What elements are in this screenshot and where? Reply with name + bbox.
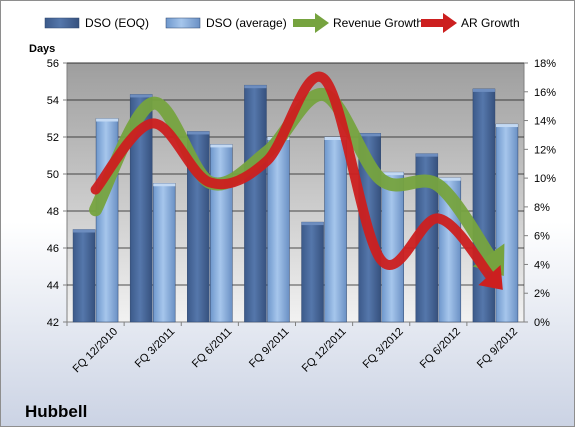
left-tick-label: 54: [47, 95, 59, 107]
bar-dso-eoq: [244, 84, 267, 323]
left-tick-label: 44: [47, 280, 59, 292]
legend: DSO (EOQ) DSO (average) Revenue Growth AR G…: [44, 13, 520, 33]
bar-top: [472, 88, 495, 92]
right-axis-ticks: 0% 2% 4% 6% 8% 10% 12% 14% 16% 18%: [524, 58, 556, 329]
right-tick-label: 8%: [534, 202, 550, 214]
bar-top: [324, 137, 347, 140]
right-tick-label: 12%: [534, 144, 556, 156]
x-tick-label: FQ 12/2011: [300, 326, 349, 375]
right-tick-label: 10%: [534, 173, 556, 185]
right-tick-label: 4%: [534, 259, 550, 271]
bar-top: [358, 133, 381, 137]
bar-dso-eoq: [72, 229, 96, 323]
bar-top: [96, 118, 119, 122]
left-tick-label: 46: [47, 243, 59, 255]
bar-top: [130, 94, 153, 98]
chart-title: Hubbell: [25, 402, 87, 421]
bar-dso-eoq: [301, 221, 324, 323]
bar-top: [415, 153, 438, 157]
bar-dso-average: [152, 183, 176, 323]
bar-top: [381, 172, 404, 176]
left-tick-label: 56: [47, 58, 59, 70]
x-tick-label: FQ 3/2012: [361, 326, 406, 371]
bar-top: [301, 222, 324, 226]
right-tick-label: 0%: [534, 317, 550, 329]
legend-swatch-dso-eoq-: [44, 17, 80, 29]
legend-label-revenue-growth: Revenue Growth: [333, 16, 423, 30]
legend-swatch-dso-average-: [165, 17, 201, 29]
left-axis-ticks: 42 44 46 48 50 52 54 56: [47, 58, 67, 329]
left-tick-label: 48: [47, 206, 59, 218]
right-tick-label: 6%: [534, 231, 550, 243]
bar-top: [438, 177, 461, 181]
x-tick-label: FQ 9/2011: [247, 326, 292, 371]
ar-growth-arrowhead: [478, 264, 503, 290]
x-tick-label: FQ 6/2012: [418, 326, 463, 371]
x-axis-ticks: FQ 12/2010 FQ 3/2011 FQ 6/2011 FQ 9/2011 FQ …: [66, 322, 520, 376]
right-tick-label: 16%: [534, 87, 556, 99]
right-tick-label: 18%: [534, 58, 556, 70]
growth-arrows: [89, 71, 505, 290]
bar-dso-average: [381, 171, 404, 323]
x-tick-label: FQ 3/2011: [133, 326, 178, 371]
left-tick-label: 52: [47, 132, 59, 144]
legend-label-dso-average-: DSO (average): [206, 16, 287, 30]
x-tick-label: FQ 6/2011: [190, 326, 235, 371]
bar-dso-average: [267, 136, 290, 323]
bar-top: [495, 124, 518, 128]
left-tick-label: 50: [47, 169, 59, 181]
bar-top: [153, 183, 176, 187]
bar-top: [210, 144, 233, 148]
bar-top: [187, 131, 210, 135]
bar-dso-average: [324, 136, 347, 323]
ar-growth-line: [90, 71, 496, 281]
bar-top: [73, 229, 96, 233]
x-tick-label: FQ 9/2012: [475, 326, 520, 371]
x-tick-label: FQ 12/2010: [71, 326, 121, 376]
right-tick-label: 14%: [534, 116, 556, 128]
left-tick-label: 42: [47, 317, 59, 329]
bar-dso-average: [210, 144, 233, 323]
bar-dso-average: [495, 123, 519, 323]
legend-arrowhead-ar-growth: [443, 13, 457, 33]
legend-arrowhead-revenue-growth: [315, 13, 329, 33]
legend-label-dso-eoq-: DSO (EOQ): [85, 16, 149, 30]
y-axis-title: Days: [29, 43, 55, 55]
bar-top: [244, 85, 267, 89]
right-tick-label: 2%: [534, 288, 550, 300]
legend-label-ar-growth: AR Growth: [461, 16, 520, 30]
